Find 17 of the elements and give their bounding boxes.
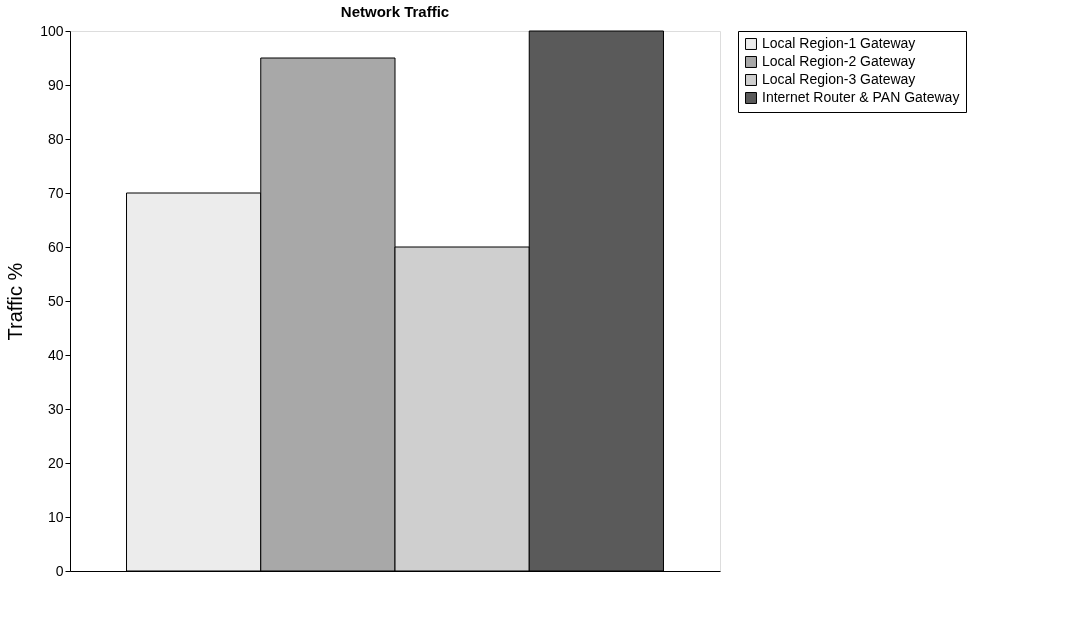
y-tick-label: 100 xyxy=(40,22,64,39)
y-tick-label: 70 xyxy=(47,184,64,201)
legend-label: Local Region-2 Gateway xyxy=(762,53,916,69)
chart-title: Network Traffic xyxy=(340,3,450,20)
y-tick-label: 60 xyxy=(47,238,64,255)
y-tick-label: 30 xyxy=(47,400,64,417)
legend-label: Local Region-1 Gateway xyxy=(762,35,916,51)
y-axis-title: Traffic % xyxy=(4,262,27,341)
y-tick-label: 10 xyxy=(47,508,64,525)
y-tick-label: 0 xyxy=(55,562,64,579)
y-tick-label: 90 xyxy=(47,76,64,93)
y-tick-label: 50 xyxy=(47,292,64,309)
legend-label: Internet Router & PAN Gateway xyxy=(762,89,960,105)
y-tick-label: 80 xyxy=(47,130,64,147)
y-tick-label: 20 xyxy=(47,454,64,471)
y-tick-label: 40 xyxy=(47,346,64,363)
legend-label: Local Region-3 Gateway xyxy=(762,71,916,87)
